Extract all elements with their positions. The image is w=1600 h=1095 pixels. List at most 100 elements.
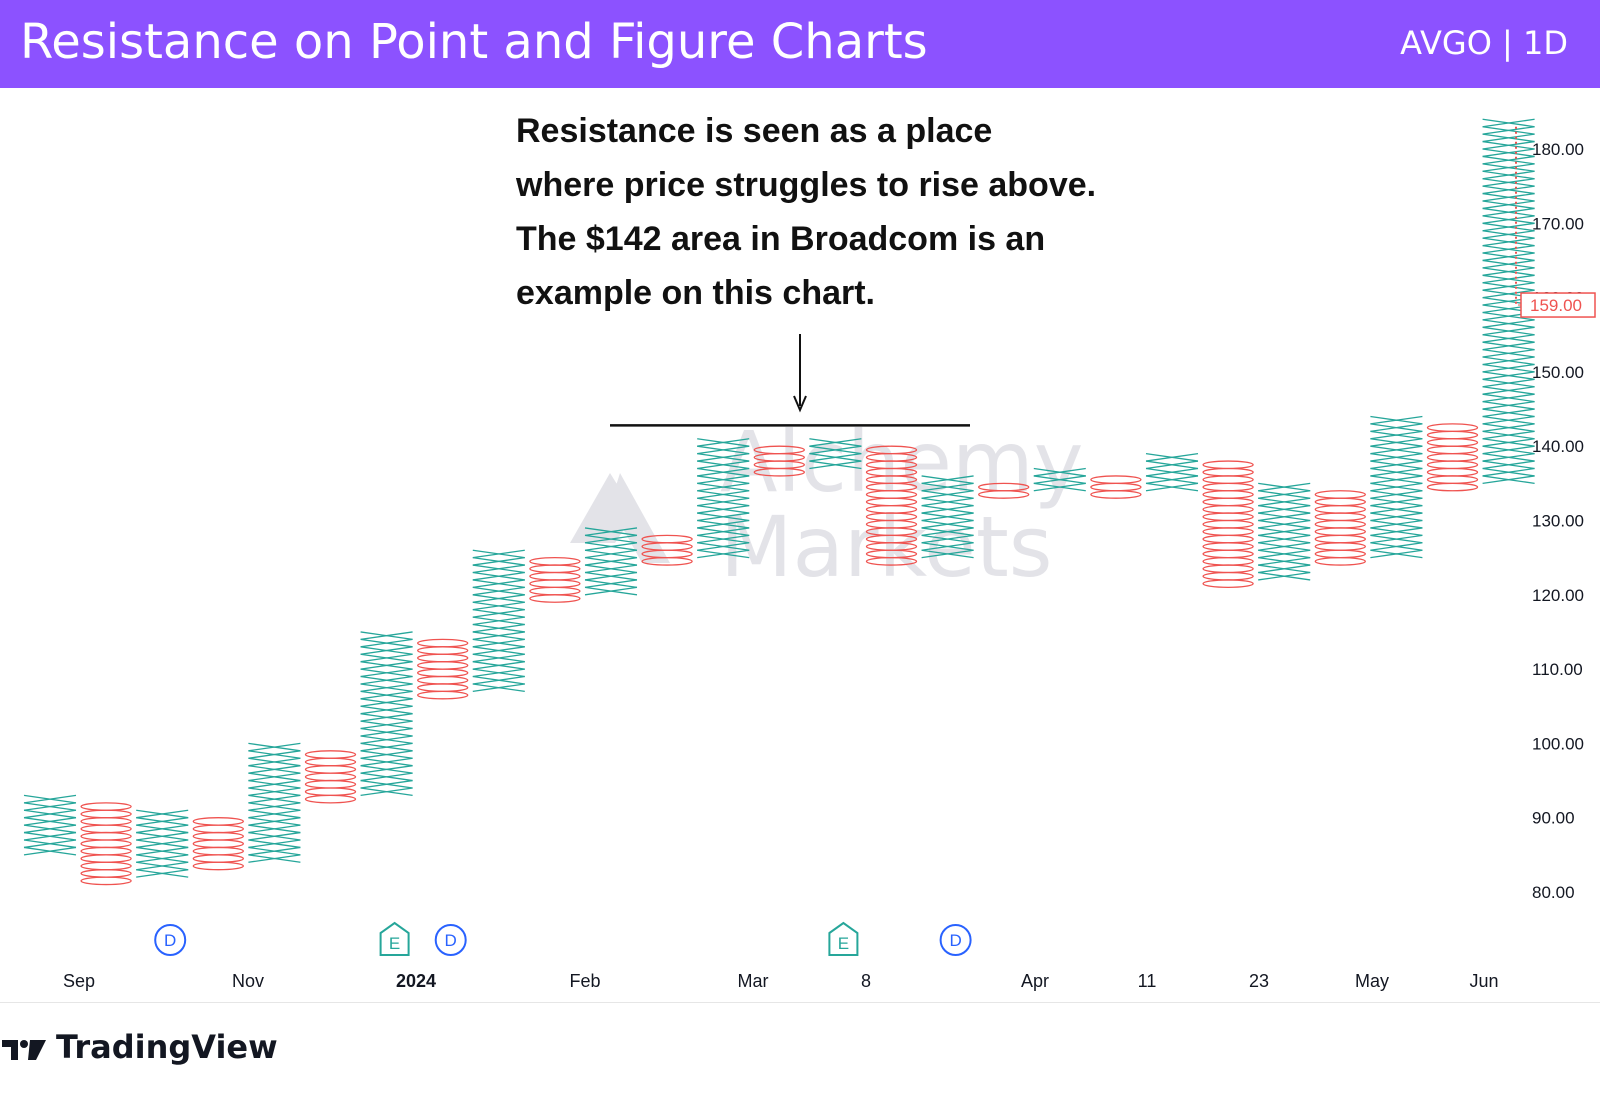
x-mark <box>584 542 638 551</box>
x-mark <box>248 854 301 863</box>
x-mark <box>1370 475 1423 484</box>
o-mark <box>1202 527 1254 537</box>
o-mark <box>417 638 469 648</box>
x-mark <box>360 779 413 789</box>
x-mark <box>1370 430 1423 440</box>
x-mark <box>1482 386 1535 395</box>
x-mark <box>584 579 638 589</box>
x-mark <box>1482 326 1535 336</box>
o-mark <box>529 564 581 574</box>
x-mark <box>472 549 525 559</box>
x-mark <box>1370 527 1423 537</box>
x-mark <box>1370 504 1423 514</box>
o-mark <box>1202 490 1254 499</box>
x-mark <box>136 824 189 834</box>
x-tick-label: 2024 <box>396 971 436 991</box>
x-mark <box>921 549 974 559</box>
x-mark <box>248 794 301 804</box>
x-mark <box>1370 549 1423 559</box>
x-mark <box>1482 140 1535 150</box>
x-mark <box>921 534 974 544</box>
earnings-icon <box>828 921 859 956</box>
x-mark <box>1482 393 1535 403</box>
x-mark <box>1482 230 1535 239</box>
o-mark <box>80 809 132 819</box>
x-mark <box>472 594 525 603</box>
o-mark <box>417 653 469 663</box>
dividend-badge: D <box>939 924 972 956</box>
x-mark <box>1370 534 1423 544</box>
o-mark <box>1426 438 1479 447</box>
o-mark <box>1090 475 1142 485</box>
o-mark <box>1202 512 1254 522</box>
x-mark <box>921 482 974 492</box>
x-mark <box>472 646 525 655</box>
x-mark <box>248 839 301 849</box>
o-mark <box>192 817 244 826</box>
o-mark <box>641 534 693 544</box>
x-mark <box>136 839 189 849</box>
x-mark <box>248 757 301 767</box>
o-mark <box>1202 579 1254 589</box>
x-mark <box>360 705 413 715</box>
o-mark <box>192 846 244 856</box>
x-mark <box>1482 148 1535 158</box>
x-mark <box>472 661 525 670</box>
x-mark <box>1370 460 1423 470</box>
dividend-icon <box>154 924 187 956</box>
o-mark <box>1426 475 1479 485</box>
y-tick-label: 180.00 <box>1532 140 1584 159</box>
tradingview-logo-icon <box>2 1040 46 1060</box>
x-mark <box>23 839 77 849</box>
x-mark <box>921 497 974 507</box>
x-mark <box>921 527 974 537</box>
x-mark <box>1370 438 1423 447</box>
x-mark <box>472 571 525 581</box>
x-mark <box>1258 490 1311 499</box>
x-tick-label: Nov <box>232 971 264 991</box>
x-mark <box>1482 126 1535 135</box>
o-mark <box>80 854 132 863</box>
o-column <box>1202 460 1254 589</box>
x-column <box>248 742 301 863</box>
x-mark <box>697 482 750 492</box>
x-mark <box>360 661 413 670</box>
o-column <box>865 445 918 566</box>
x-mark <box>921 512 974 522</box>
x-mark <box>472 579 525 589</box>
x-mark <box>23 846 77 856</box>
o-mark <box>417 683 469 693</box>
o-mark <box>1090 490 1142 499</box>
o-column <box>1314 490 1366 566</box>
event-label: D <box>949 931 961 950</box>
x-mark <box>1145 475 1199 484</box>
event-label: D <box>445 931 457 950</box>
x-mark <box>1482 408 1535 418</box>
x-mark <box>697 475 750 484</box>
x-mark <box>1482 319 1535 328</box>
o-mark <box>1202 497 1254 507</box>
x-mark <box>360 675 413 685</box>
x-mark <box>360 735 413 745</box>
x-mark <box>1482 445 1535 455</box>
o-mark <box>529 594 581 603</box>
x-mark <box>1145 467 1199 477</box>
x-tick-label: Mar <box>738 971 769 991</box>
o-mark <box>304 787 357 797</box>
x-mark <box>360 727 413 737</box>
earnings-icon <box>379 921 410 956</box>
x-mark <box>1145 452 1199 462</box>
x-mark <box>697 512 750 522</box>
x-mark <box>248 765 301 774</box>
x-mark <box>360 683 413 693</box>
x-mark <box>584 557 638 566</box>
x-mark <box>472 668 525 678</box>
o-column <box>1090 475 1142 499</box>
event-label: E <box>838 934 849 953</box>
ticker-label: AVGO | 1D <box>1400 24 1568 62</box>
o-mark <box>80 824 132 834</box>
x-mark <box>1482 185 1535 195</box>
x-mark <box>1482 460 1535 470</box>
watermark-text: Markets <box>720 498 1053 596</box>
